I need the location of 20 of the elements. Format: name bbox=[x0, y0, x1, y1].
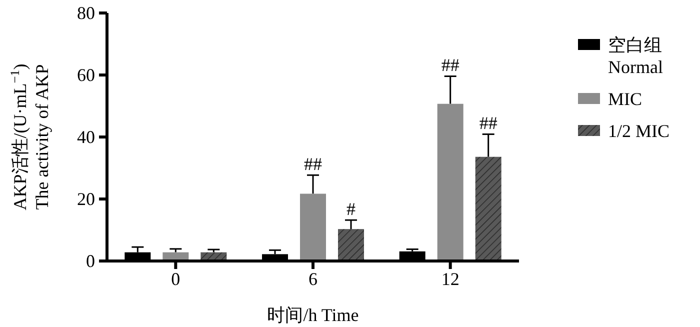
data-label: ## bbox=[304, 154, 322, 174]
bar bbox=[437, 104, 464, 261]
legend-label: 空白组 Normal bbox=[608, 35, 663, 77]
legend-label: MIC bbox=[608, 89, 642, 109]
y-tick-label: 40 bbox=[77, 127, 95, 147]
y-tick-label: 0 bbox=[86, 251, 95, 271]
bar bbox=[338, 229, 364, 261]
data-label: ## bbox=[441, 55, 460, 76]
data-label: # bbox=[346, 199, 356, 220]
x-tick-label: 0 bbox=[171, 269, 180, 289]
y-tick-label: 20 bbox=[77, 189, 95, 209]
x-tick-label: 12 bbox=[441, 269, 460, 289]
x-tick-label: 6 bbox=[308, 269, 318, 289]
x-axis-title: 时间/h Time bbox=[267, 305, 359, 325]
y-tick-label: 80 bbox=[77, 3, 95, 23]
bar bbox=[475, 156, 502, 261]
data-label: ## bbox=[479, 113, 498, 134]
y-tick-label: 60 bbox=[77, 65, 95, 85]
legend-label: 1/2 MIC bbox=[608, 121, 670, 141]
bar bbox=[300, 194, 326, 261]
